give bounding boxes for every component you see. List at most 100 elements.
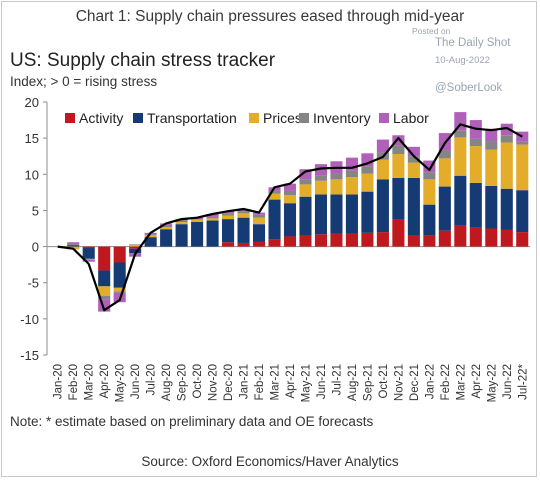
x-tick-label: Feb-21 xyxy=(254,364,266,400)
bar-segment-inventory xyxy=(175,220,188,222)
x-tick-label: Oct-20 xyxy=(192,364,204,399)
legend-swatch-labor xyxy=(379,113,389,123)
bar-segment-prices xyxy=(222,215,235,220)
bar-segment-prices xyxy=(330,179,343,195)
legend-label-labor: Labor xyxy=(393,110,429,126)
bar-segment-inventory xyxy=(268,190,281,194)
x-tick-label: Jun-22 xyxy=(502,364,514,399)
bar-segment-prices xyxy=(144,235,157,238)
bar-segment-prices xyxy=(268,193,281,200)
x-tick-label: Aug-21 xyxy=(347,364,359,401)
bar-segment-inventory xyxy=(283,190,297,196)
bar-segment-transportation xyxy=(376,179,389,233)
legend-swatch-prices xyxy=(249,113,259,123)
bar-segment-transportation xyxy=(237,217,250,243)
bar-segment-inventory xyxy=(129,244,142,246)
bar-segment-labor xyxy=(423,160,436,173)
bar-segment-prices xyxy=(191,219,204,222)
bar-segment-prices xyxy=(454,137,467,176)
bar-segment-transportation xyxy=(361,191,374,233)
bar-segment-transportation xyxy=(191,221,204,247)
bar-segment-labor xyxy=(454,112,467,131)
x-tick-label: May-22 xyxy=(486,364,498,402)
bar-segment-inventory xyxy=(206,216,219,219)
bar-segment-prices xyxy=(392,154,405,178)
bar-segment-prices xyxy=(283,195,297,204)
x-tick-label: Nov-20 xyxy=(208,364,220,401)
bar-segment-prices xyxy=(376,159,389,180)
bar-segment-prices xyxy=(206,218,219,221)
y-tick-label: 10 xyxy=(25,167,39,182)
source-line: Source: Oxford Economics/Haver Analytics xyxy=(141,454,399,469)
bar-segment-labor xyxy=(376,139,389,153)
bar-segment-prices xyxy=(175,221,188,225)
bar-segment-inventory xyxy=(314,175,328,181)
bar-segment-activity xyxy=(222,242,235,247)
bar-segment-activity xyxy=(423,235,436,247)
x-tick-label: Apr-21 xyxy=(285,364,297,399)
bar-segment-transportation xyxy=(129,248,142,254)
bar-segment-inventory xyxy=(144,234,157,236)
bar-segment-inventory xyxy=(299,179,312,185)
bar-segment-prices xyxy=(299,184,312,197)
bar-segment-inventory xyxy=(516,141,529,145)
legend-swatch-inventory xyxy=(299,113,309,123)
bar-segment-transportation xyxy=(206,220,219,247)
x-tick-label: Feb-22 xyxy=(440,364,452,400)
bar-segment-transportation xyxy=(485,185,498,229)
bar-segment-activity xyxy=(454,225,467,247)
bar-segment-inventory xyxy=(252,214,266,218)
bar-segment-inventory xyxy=(191,219,204,220)
bar-segment-transportation xyxy=(98,270,111,287)
y-tick-label: 0 xyxy=(32,240,39,255)
bar-segment-labor xyxy=(500,123,513,136)
bar-segment-prices xyxy=(345,177,358,195)
bar-segment-prices xyxy=(98,286,111,296)
x-tick-label: Dec-20 xyxy=(223,364,235,401)
bar-segment-inventory xyxy=(454,130,467,138)
bar-segment-activity xyxy=(361,232,374,247)
x-tick-label: Aug-20 xyxy=(161,364,173,401)
y-tick-label: -5 xyxy=(27,276,39,291)
bar-segment-prices xyxy=(314,180,328,195)
bar-segment-inventory xyxy=(438,150,451,159)
bar-segment-inventory xyxy=(67,244,80,246)
footnote: Note: * estimate based on preliminary da… xyxy=(10,414,374,429)
bar-segment-prices xyxy=(516,144,529,191)
y-tick-label: 5 xyxy=(32,203,39,218)
bar-segment-prices xyxy=(160,227,173,230)
bar-segment-activity xyxy=(98,246,111,271)
bar-segment-activity xyxy=(516,232,529,247)
x-tick-label: Mar-22 xyxy=(455,364,467,400)
chart-title: US: Supply chain stress tracker xyxy=(10,50,276,71)
watermark-posted-on: Posted on xyxy=(412,26,451,36)
legend-label-prices: Prices xyxy=(263,110,302,126)
bar-segment-transportation xyxy=(407,177,420,236)
bar-segment-activity xyxy=(469,227,482,247)
bar-segment-inventory xyxy=(345,170,358,178)
x-tick-label: Feb-20 xyxy=(68,364,80,400)
chart-subtitle: Index; > 0 = rising stress xyxy=(10,74,158,89)
total-index-line xyxy=(57,123,523,312)
bar-segment-transportation xyxy=(283,203,297,237)
bar-segment-transportation xyxy=(144,237,157,247)
x-tick-label: Sep-20 xyxy=(177,364,189,401)
bar-segment-activity xyxy=(113,246,126,263)
bar-segment-labor xyxy=(392,135,405,146)
x-tick-label: Apr-22 xyxy=(471,364,483,399)
bar-segment-activity xyxy=(268,239,281,247)
x-tick-label: May-21 xyxy=(300,364,312,402)
x-tick-label: Jan-20 xyxy=(53,364,65,399)
x-tick-label: May-20 xyxy=(115,364,127,402)
bar-segment-transportation xyxy=(330,194,343,234)
bar-segment-transportation xyxy=(423,204,436,236)
bar-segment-transportation xyxy=(345,194,358,234)
bar-segment-prices xyxy=(407,162,420,178)
bar-segment-transportation xyxy=(299,196,312,236)
x-tick-label: Jul-21 xyxy=(331,364,343,395)
y-tick-label: -10 xyxy=(20,312,39,327)
x-tick-label: Jul-20 xyxy=(146,364,158,395)
legend-label-inventory: Inventory xyxy=(313,110,371,126)
bar-segment-inventory xyxy=(330,173,343,180)
bar-segment-transportation xyxy=(392,177,405,220)
